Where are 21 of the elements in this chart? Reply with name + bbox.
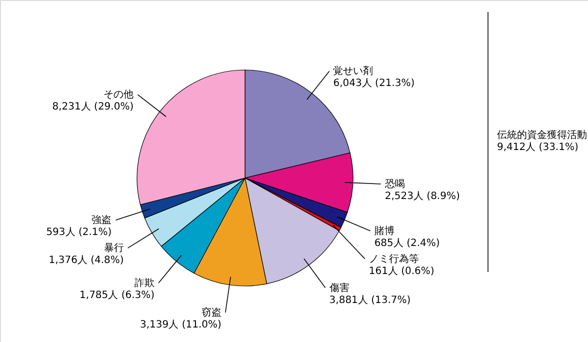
data-label: 1,785人 (6.3%)	[80, 290, 155, 301]
data-label: 3,881人 (13.7%)	[329, 294, 411, 306]
text: 伝統的資金獲得活動 9,412人 (33.1%)	[497, 129, 587, 153]
data-label: 593人 (2.1%)	[46, 227, 112, 238]
slice-label: 傷害	[329, 282, 350, 294]
data-label: 2,523人 (8.9%)	[384, 191, 460, 202]
slice-label: 覚せい剤	[333, 65, 374, 78]
data-label: 685人 (2.4%)	[374, 238, 440, 249]
slice-label: 恐喝	[384, 179, 405, 190]
data-label: 6,043人 (21.3%)	[333, 78, 415, 90]
slice-label: 賭博	[374, 224, 394, 237]
data-label: 161人 (0.6%)	[368, 266, 434, 277]
slice-label: その他	[104, 88, 134, 101]
slice-label: 暴行	[104, 243, 124, 254]
slice-label: 窃盗	[201, 306, 222, 319]
slice-label: ノミ行為等	[368, 252, 419, 265]
data-label: 8,231人 (29.0%)	[52, 102, 134, 113]
slice-label: 強盗	[92, 214, 112, 226]
slice-label: 詐欺	[134, 276, 155, 289]
data-label: 3,139人 (11.0%)	[140, 320, 222, 331]
data-label: 1,376人 (4.8%)	[48, 255, 124, 266]
